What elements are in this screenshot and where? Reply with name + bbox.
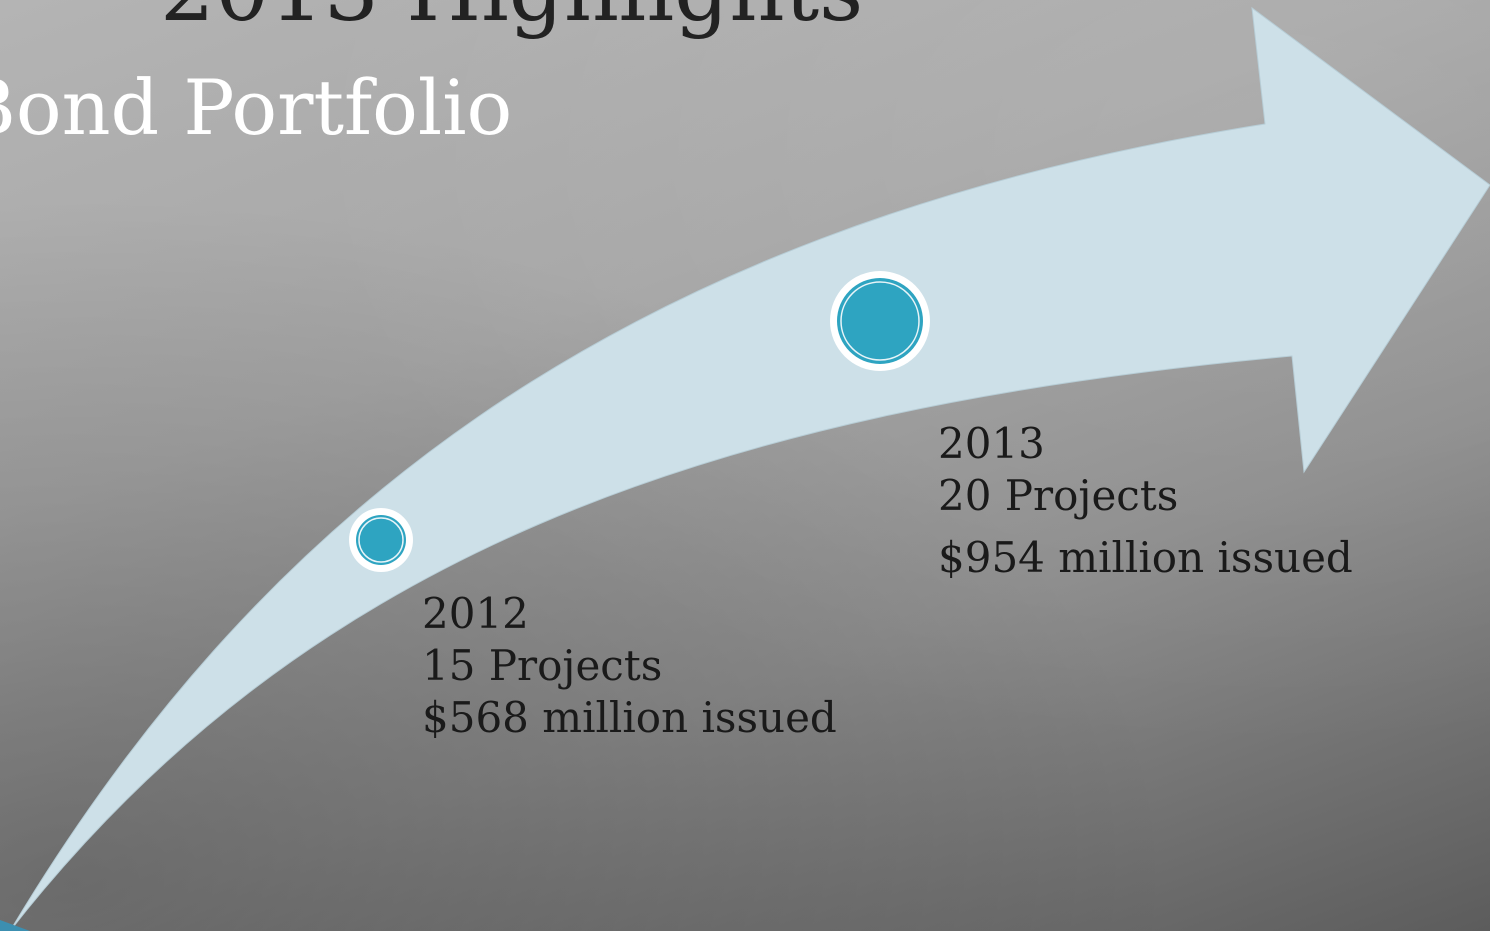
milestone-year: 2012 [422, 589, 529, 638]
milestone-amount: $568 million issued [422, 693, 837, 742]
milestone-projects: 20 Projects [938, 471, 1179, 520]
milestone-2013: 2013 20 Projects $954 million issued [938, 418, 1353, 584]
milestone-marker-2012 [349, 508, 413, 572]
milestone-2012: 2012 15 Projects $568 million issued [422, 588, 837, 744]
milestone-marker-2013 [830, 271, 930, 371]
growth-arrow [9, 6, 1490, 931]
arrow-edge-accent [0, 920, 30, 931]
milestone-year: 2013 [938, 419, 1045, 468]
milestone-amount: $954 million issued [938, 533, 1353, 582]
milestone-projects: 15 Projects [422, 641, 663, 690]
slide-subtitle: Bond Portfolio [0, 63, 513, 152]
slide-title: 2013 Highlights [160, 0, 863, 34]
